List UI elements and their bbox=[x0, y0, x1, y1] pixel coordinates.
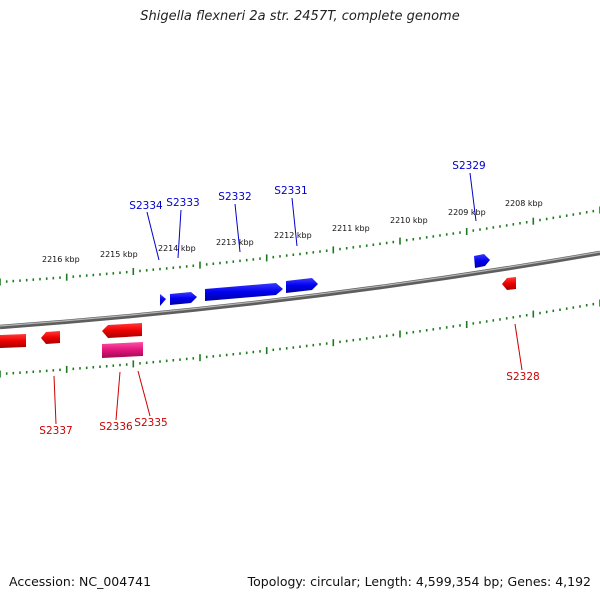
gene-label[interactable]: S2336 bbox=[99, 421, 133, 433]
gene-s2334[interactable] bbox=[160, 294, 166, 306]
leader-s2331 bbox=[291, 197, 298, 247]
gene-s2328[interactable] bbox=[502, 277, 516, 290]
forward-genes bbox=[160, 254, 490, 306]
scale-label: 2212 kbp bbox=[274, 231, 312, 240]
map-title: Shigella flexneri 2a str. 2457T, complet… bbox=[140, 9, 460, 24]
scale-label: 2215 kbp bbox=[100, 250, 138, 259]
scale-label: 2210 kbp bbox=[390, 216, 428, 225]
scale-ruler-bottom bbox=[0, 299, 600, 378]
leader-s2328 bbox=[514, 323, 523, 371]
accession-label: Accession: NC_004741 bbox=[9, 574, 152, 589]
genome-summary: Topology: circular; Length: 4,599,354 bp… bbox=[247, 574, 591, 589]
gene-label[interactable]: S2334 bbox=[129, 200, 163, 212]
gene-label[interactable]: S2328 bbox=[506, 371, 539, 383]
scale-label: 2213 kbp bbox=[216, 238, 254, 247]
gene-s2337-partner[interactable] bbox=[41, 331, 60, 344]
gene-label[interactable]: S2335 bbox=[134, 417, 167, 429]
leader-s2336 bbox=[115, 371, 121, 421]
gene-s2329[interactable] bbox=[474, 254, 490, 268]
scale-label: 2211 kbp bbox=[332, 224, 370, 233]
leader-s2334 bbox=[146, 211, 160, 261]
gene-label[interactable]: S2332 bbox=[218, 191, 251, 203]
leader-s2335 bbox=[137, 370, 151, 417]
reverse-genes bbox=[0, 277, 516, 358]
scale-label: 2214 kbp bbox=[158, 244, 196, 253]
scale-label: 2209 kbp bbox=[448, 208, 486, 217]
gene-label[interactable]: S2337 bbox=[39, 425, 72, 437]
genome-backbone-highlight bbox=[0, 251, 600, 327]
leader-s2332 bbox=[234, 203, 241, 253]
scale-label: 2208 kbp bbox=[505, 199, 543, 208]
leader-s2333 bbox=[177, 209, 182, 259]
leader-s2337 bbox=[53, 375, 57, 425]
gene-label[interactable]: S2329 bbox=[452, 160, 485, 172]
gene-s2337[interactable] bbox=[0, 334, 26, 348]
leader-s2329 bbox=[469, 172, 477, 222]
scale-ruler-top bbox=[0, 206, 600, 286]
gene-s2335[interactable] bbox=[102, 342, 143, 358]
gene-label[interactable]: S2331 bbox=[274, 185, 307, 197]
gene-label[interactable]: S2333 bbox=[166, 197, 199, 209]
gene-s2332[interactable] bbox=[205, 283, 283, 301]
gene-s2336[interactable] bbox=[102, 323, 142, 338]
gene-s2333[interactable] bbox=[170, 292, 197, 305]
genome-backbone bbox=[0, 250, 600, 330]
gene-s2331[interactable] bbox=[286, 278, 318, 293]
scale-label: 2216 kbp bbox=[42, 255, 80, 264]
